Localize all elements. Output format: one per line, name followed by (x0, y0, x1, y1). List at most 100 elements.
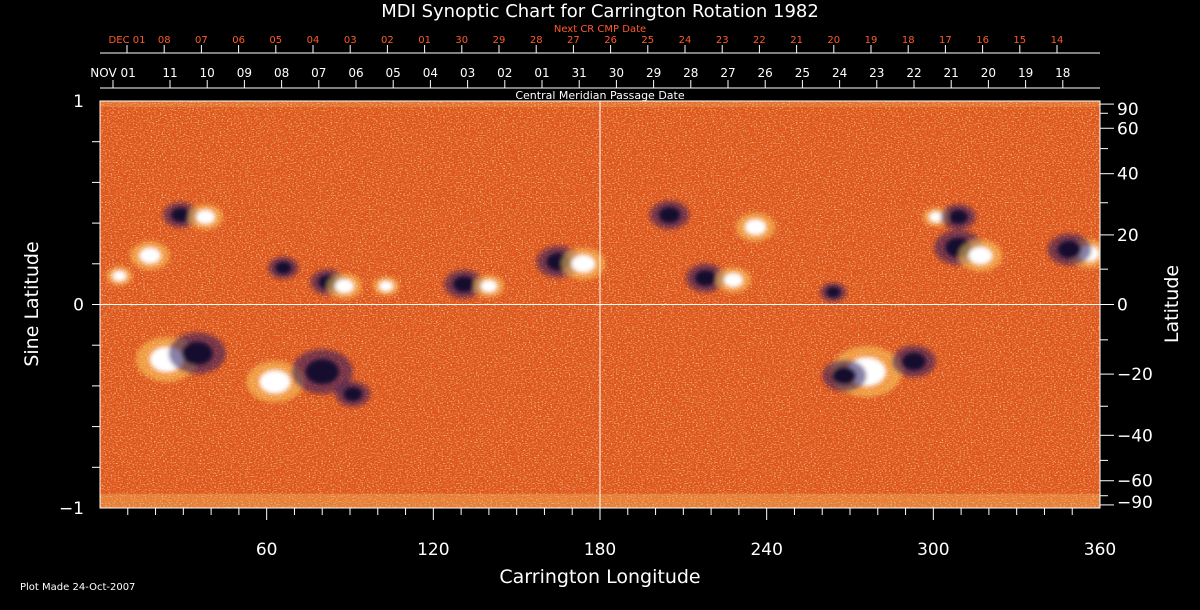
upper-date-label: 23 (716, 35, 729, 46)
active-region-negative (170, 207, 191, 223)
upper-date-label: 05 (269, 35, 282, 46)
upper-date-label: 29 (493, 35, 506, 46)
y-right-tick-label: −40 (1117, 426, 1153, 446)
lower-date-label: 25 (795, 66, 810, 80)
lower-date-label: 26 (758, 66, 773, 80)
upper-date-label: 16 (976, 35, 989, 46)
active-region-positive (139, 247, 161, 264)
y-axis-label-left: Sine Latitude (21, 241, 43, 366)
lower-date-label: 09 (237, 66, 252, 80)
y-left-tick-label: 0 (73, 296, 84, 316)
y-right-tick-label: 0 (1117, 296, 1128, 316)
lower-date-label: 22 (906, 66, 921, 80)
active-region-positive (378, 280, 394, 292)
active-region-negative (274, 261, 292, 275)
y-right-tick-label: 40 (1117, 165, 1139, 185)
y-right-tick-label: −20 (1117, 365, 1153, 385)
upper-date-label: 21 (790, 35, 803, 46)
x-tick-label: 180 (584, 540, 616, 560)
x-tick-label: 300 (917, 540, 949, 560)
x-axis-label: Carrington Longitude (499, 566, 700, 588)
y-right-tick-label: −60 (1117, 472, 1153, 492)
active-region-positive (259, 370, 291, 394)
chart-axes: 60 120 180 240 300 36010−1906040200−20−40−60−… (59, 35, 1153, 560)
active-region-negative (343, 386, 363, 402)
y-right-tick-label: 60 (1117, 119, 1139, 139)
lower-date-label: 07 (311, 66, 326, 80)
lower-date-label: NOV 01 (90, 66, 136, 80)
upper-date-label: 27 (567, 35, 580, 46)
lower-date-label: 31 (572, 66, 587, 80)
upper-date-label: 04 (307, 35, 320, 46)
lower-date-label: 03 (460, 66, 475, 80)
upper-date-label: 30 (455, 35, 468, 46)
lower-date-label: 08 (274, 66, 289, 80)
upper-date-label: 25 (641, 35, 654, 46)
upper-date-label: 08 (158, 35, 171, 46)
lower-date-label: 06 (348, 66, 363, 80)
active-region-negative (181, 341, 213, 366)
lower-date-label: 05 (386, 66, 401, 80)
top-axis-title-upper: Next CR CMP Date (554, 24, 646, 35)
upper-date-label: 14 (1051, 35, 1064, 46)
lower-date-label: 23 (869, 66, 884, 80)
active-region-positive (571, 254, 596, 273)
upper-date-label: 18 (902, 35, 915, 46)
active-region-negative (948, 209, 968, 225)
upper-date-label: 01 (418, 35, 431, 46)
active-region-positive (744, 219, 767, 236)
active-region-negative (826, 286, 841, 298)
y-left-tick-label: −1 (59, 499, 84, 519)
active-region-positive (195, 209, 216, 225)
upper-date-label: 28 (530, 35, 543, 46)
top-axis-title-lower: Central Meridian Passage Date (515, 89, 684, 102)
active-region-positive (112, 270, 127, 282)
upper-date-label: 03 (344, 35, 357, 46)
active-region-negative (901, 352, 926, 371)
upper-date-label: 02 (381, 35, 394, 46)
magnetogram-image (100, 101, 1100, 508)
active-region-negative (694, 269, 717, 287)
active-region-positive (928, 211, 944, 223)
lower-date-label: 21 (944, 66, 959, 80)
lower-date-label: 04 (423, 66, 438, 80)
active-region-negative (1057, 240, 1082, 259)
lower-date-label: 20 (981, 66, 996, 80)
chart-title: MDI Synoptic Chart for Carrington Rotati… (381, 1, 819, 22)
upper-date-label: 19 (865, 35, 878, 46)
upper-date-label: 06 (232, 35, 245, 46)
active-region-negative (305, 359, 340, 385)
lower-date-label: 01 (534, 66, 549, 80)
lower-date-label: 18 (1055, 66, 1070, 80)
lower-date-label: 29 (646, 66, 661, 80)
lower-date-label: 02 (497, 66, 512, 80)
y-left-tick-label: 1 (73, 92, 84, 112)
upper-date-label: 26 (604, 35, 617, 46)
y-right-tick-label: 20 (1117, 226, 1139, 246)
active-region-negative (453, 276, 475, 293)
upper-date-label: 24 (679, 35, 692, 46)
active-regions (106, 200, 1100, 407)
x-tick-label: 120 (417, 540, 449, 560)
x-tick-label: 240 (750, 540, 782, 560)
y-axis-label-right: Latitude (1161, 265, 1183, 343)
plot-made-note: Plot Made 24-Oct-2007 (20, 582, 135, 593)
y-right-tick-label: −90 (1117, 493, 1153, 513)
active-region-negative (658, 206, 681, 224)
upper-date-label: 17 (939, 35, 952, 46)
lower-date-label: 28 (683, 66, 698, 80)
active-region-positive (480, 279, 498, 293)
lower-date-label: 10 (200, 66, 215, 80)
upper-date-label: 20 (827, 35, 840, 46)
x-tick-label: 360 (1084, 540, 1116, 560)
active-region-negative (832, 366, 857, 385)
lower-date-label: 11 (162, 66, 177, 80)
y-right-tick-label: 90 (1117, 100, 1139, 120)
lower-date-label: 30 (609, 66, 624, 80)
x-tick-label: 60 (256, 540, 278, 560)
upper-date-label: 07 (195, 35, 208, 46)
upper-date-label: 22 (753, 35, 766, 46)
lower-date-label: 24 (832, 66, 847, 80)
upper-date-label: DEC 01 (109, 35, 146, 46)
